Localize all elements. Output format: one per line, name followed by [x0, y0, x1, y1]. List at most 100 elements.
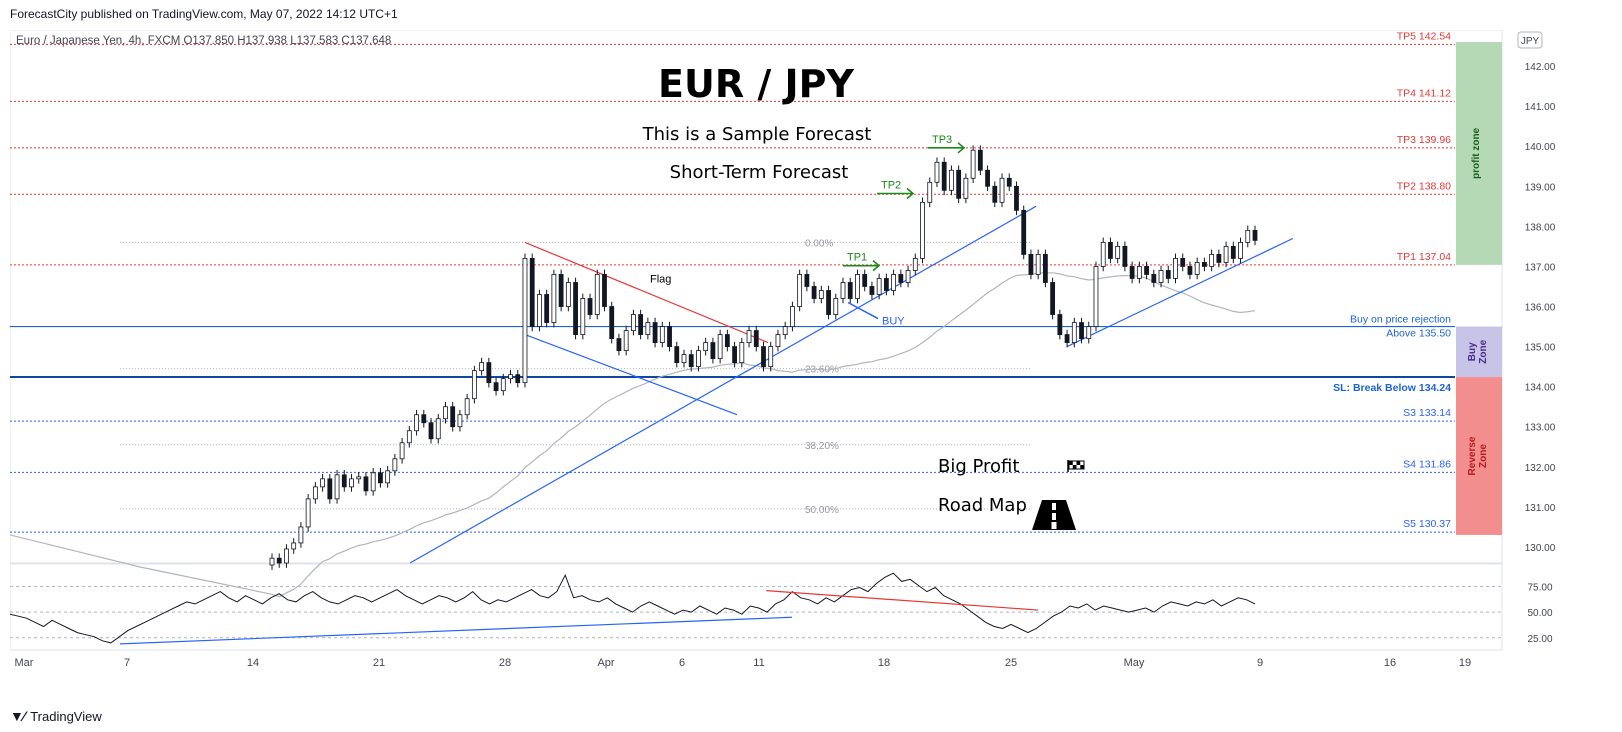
price-tick-2: 140.00 [1525, 142, 1555, 153]
tradingview-logo-icon: ▼⁄ [10, 708, 25, 724]
candle-body-78 [833, 298, 839, 315]
candle-body-52 [645, 322, 651, 335]
main-uptrend-line [409, 205, 1037, 564]
big-profit-label: Big Profit [938, 456, 1019, 477]
candle-body-35 [522, 258, 528, 384]
candle-body-18 [399, 442, 405, 460]
candle-body-129 [1202, 262, 1207, 267]
price-tick-12: 130.00 [1525, 543, 1555, 554]
candle-body-36 [529, 258, 535, 327]
candle-body-49 [623, 330, 629, 352]
time-tick-10: May [1124, 657, 1145, 669]
price-tick-6: 136.00 [1525, 303, 1555, 314]
time-tick-7: 11 [753, 657, 764, 669]
candle-body-53 [652, 322, 658, 343]
time-tick-3: 21 [373, 657, 385, 669]
candle-body-38 [544, 294, 550, 323]
candle-body-17 [392, 458, 398, 472]
rsi-line [9, 572, 1256, 644]
candle-body-123 [1158, 270, 1164, 283]
candle-body-12 [356, 476, 362, 480]
sl-label: SL: Break Below 134.24 [1333, 382, 1451, 394]
candle-body-135 [1245, 229, 1251, 243]
candle-body-68 [761, 346, 766, 368]
candle-body-107 [1042, 254, 1048, 283]
currency-badge[interactable]: JPY [1521, 36, 1540, 47]
candle-body-71 [782, 326, 788, 335]
price-tick-11: 131.00 [1525, 503, 1555, 514]
zones-layer: profit zone BuyZone ReverseZone [1456, 42, 1502, 535]
candle-body-115 [1100, 241, 1106, 267]
candle-body-23 [435, 418, 441, 440]
candle-body-95 [956, 169, 962, 199]
candle-body-54 [659, 326, 665, 343]
candle-body-100 [992, 185, 998, 203]
tp-arrow-label-3: TP3 [932, 134, 952, 146]
candle-body-29 [479, 362, 485, 372]
candle-body-83 [869, 286, 875, 295]
zone-label-2: ReverseZone [1467, 436, 1489, 475]
candle-body-20 [414, 414, 419, 432]
candle-body-60 [703, 342, 709, 352]
price-tick-4: 138.00 [1525, 222, 1555, 233]
candle-body-30 [486, 362, 492, 384]
candle-body-120 [1136, 266, 1142, 279]
candle-body-103 [1014, 185, 1019, 211]
level-label-4: TP1 137.04 [1397, 251, 1451, 263]
candle-body-65 [739, 342, 745, 364]
candle-body-82 [862, 274, 868, 287]
level-label-0: TP5 142.54 [1397, 30, 1451, 42]
tp-arrow-head-2 [906, 187, 915, 200]
candle-body-44 [587, 298, 593, 315]
candle-body-97 [970, 149, 976, 179]
level-label-6: S4 131.86 [1403, 458, 1451, 470]
candle-body-73 [797, 274, 803, 307]
candle-body-79 [840, 282, 846, 299]
time-tick-13: 19 [1459, 657, 1471, 669]
candle-body-62 [717, 334, 723, 360]
rsi-tick-1: 50.00 [1527, 608, 1552, 619]
time-tick-4: 28 [499, 657, 511, 669]
candle-body-0 [269, 557, 275, 566]
time-tick-9: 25 [1005, 657, 1017, 669]
candle-body-108 [1050, 282, 1056, 315]
publisher-line: ForecastCity published on TradingView.co… [10, 7, 398, 21]
candle-body-116 [1108, 241, 1113, 259]
candle-body-8 [327, 478, 333, 500]
candle-body-58 [688, 354, 694, 368]
candle-body-25 [450, 406, 456, 428]
candle-body-45 [594, 274, 600, 315]
candle-body-55 [667, 326, 672, 347]
price-tick-3: 139.00 [1525, 182, 1555, 193]
candle-body-132 [1223, 246, 1229, 263]
candle-body-4 [298, 526, 304, 544]
buy-above-label: Above 135.50 [1386, 328, 1451, 340]
tp-arrow-head-1 [872, 260, 881, 272]
candle-body-7 [320, 478, 325, 488]
candle-body-24 [443, 406, 448, 420]
checkered-flag-icon [1067, 460, 1085, 472]
price-tick-7: 135.00 [1525, 343, 1555, 354]
tp-arrow-head-3 [957, 142, 966, 154]
candle-body-113 [1086, 326, 1092, 339]
candle-body-31 [493, 382, 499, 392]
candle-body-121 [1144, 266, 1149, 275]
candle-body-69 [768, 346, 774, 368]
candle-body-66 [746, 330, 752, 343]
candle-body-80 [847, 282, 853, 299]
candle-body-9 [334, 474, 340, 500]
candle-body-133 [1230, 246, 1236, 259]
currency-badge-box[interactable] [1517, 31, 1543, 49]
buy-pointer [847, 301, 879, 320]
candle-body-40 [558, 274, 564, 307]
candle-body-19 [406, 430, 412, 444]
candle-body-3 [291, 542, 297, 550]
level-label-7: S5 130.37 [1403, 518, 1451, 530]
price-tick-1: 141.00 [1525, 102, 1555, 113]
candle-body-11 [349, 478, 354, 488]
candle-body-21 [421, 414, 427, 424]
candle-body-46 [602, 274, 607, 307]
time-tick-11: 9 [1257, 657, 1263, 669]
main-pane [9, 29, 1503, 564]
level-label-1: TP4 141.12 [1397, 87, 1451, 99]
